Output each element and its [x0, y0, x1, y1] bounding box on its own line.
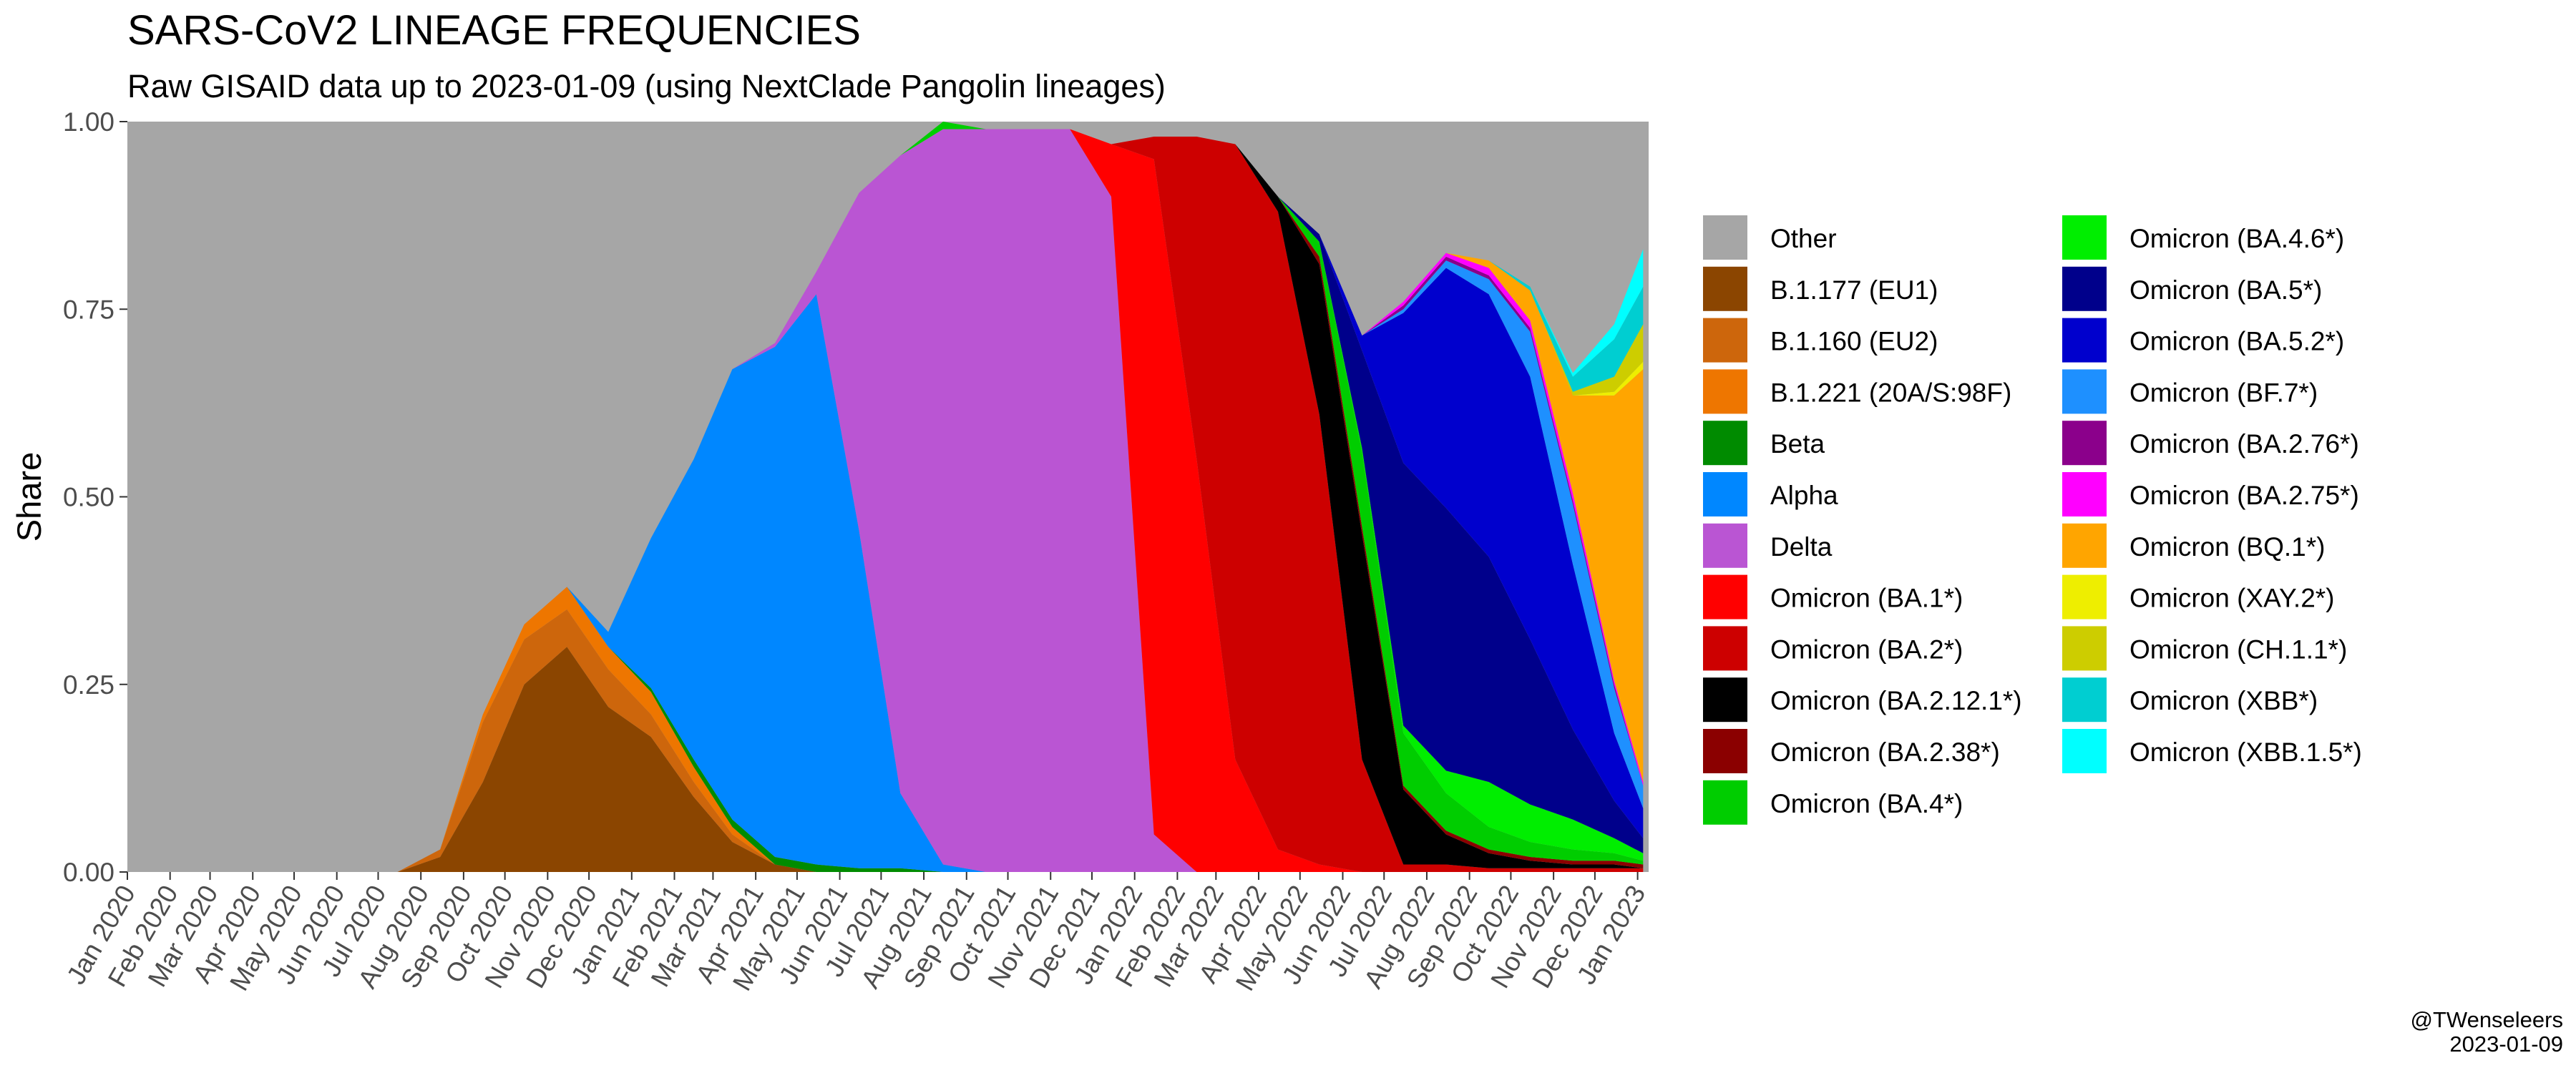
y-tick-label: 1.00: [63, 107, 114, 137]
legend-item-omicron-ba-1: Omicron (BA.1*): [1703, 574, 1963, 619]
caption-author: @TWenseleers: [2410, 1007, 2563, 1032]
legend-label: Omicron (BA.2.38*): [1770, 738, 2000, 767]
legend-label: Omicron (BA.2*): [1770, 635, 1963, 664]
legend-item-delta: Delta: [1703, 523, 1833, 568]
y-axis-title: Share: [10, 452, 48, 542]
legend-label: Omicron (BA.4*): [1770, 789, 1963, 818]
legend-item-omicron-ch-1-1: Omicron (CH.1.1*): [2062, 626, 2347, 671]
legend-swatch: [2062, 421, 2107, 466]
legend-item-b-1-221-20a-s-98f: B.1.221 (20A/S:98F): [1703, 369, 2011, 414]
legend: Other B.1.177 (EU1) B.1.160 (EU2) B.1.221 (…: [1703, 215, 2362, 825]
area-b-1-177-eu1: [146, 647, 1644, 872]
legend-item-omicron-bq-1: Omicron (BQ.1*): [2062, 523, 2325, 568]
legend-item-other: Other: [1703, 215, 1837, 260]
legend-item-omicron-ba-2: Omicron (BA.2*): [1703, 626, 1963, 671]
legend-item-omicron-bf-7: Omicron (BF.7*): [2062, 369, 2318, 414]
legend-item-omicron-ba-4: Omicron (BA.4*): [1703, 780, 1963, 825]
legend-label: Omicron (BA.5*): [2129, 275, 2322, 305]
legend-swatch: [1703, 626, 1747, 671]
legend-item-omicron-xay-2: Omicron (XAY.2*): [2062, 574, 2335, 619]
legend-swatch: [1703, 266, 1747, 311]
legend-label: Omicron (XAY.2*): [2129, 584, 2335, 613]
legend-label: Omicron (BA.2.12.1*): [1770, 686, 2022, 715]
y-tick-label: 0.50: [63, 483, 114, 512]
legend-label: B.1.177 (EU1): [1770, 275, 1938, 305]
legend-item-omicron-ba-2-76: Omicron (BA.2.76*): [2062, 421, 2359, 466]
legend-swatch: [1703, 318, 1747, 363]
legend-item-omicron-ba-2-12-1: Omicron (BA.2.12.1*): [1703, 677, 2022, 722]
legend-item-omicron-ba-2-38: Omicron (BA.2.38*): [1703, 729, 2000, 773]
legend-label: Beta: [1770, 429, 1825, 459]
legend-swatch: [2062, 472, 2107, 516]
legend-swatch: [1703, 780, 1747, 825]
legend-swatch: [1703, 215, 1747, 260]
legend-item-beta: Beta: [1703, 421, 1825, 466]
area-omicron-ba-4-6: [146, 122, 1644, 872]
legend-label: Alpha: [1770, 481, 1838, 510]
legend-item-alpha: Alpha: [1703, 472, 1838, 516]
legend-swatch: [1703, 523, 1747, 568]
legend-label: Omicron (BA.4.6*): [2129, 224, 2344, 253]
legend-label: B.1.160 (EU2): [1770, 327, 1938, 356]
legend-item-omicron-ba-4-6: Omicron (BA.4.6*): [2062, 215, 2344, 260]
legend-swatch: [1703, 369, 1747, 414]
area-b-1-160-eu2: [146, 609, 1644, 872]
legend-item-omicron-ba-5: Omicron (BA.5*): [2062, 266, 2322, 311]
legend-item-b-1-177-eu1: B.1.177 (EU1): [1703, 266, 1938, 311]
legend-item-omicron-xbb: Omicron (XBB*): [2062, 677, 2318, 722]
legend-swatch: [1703, 472, 1747, 516]
legend-label: B.1.221 (20A/S:98F): [1770, 378, 2011, 407]
legend-item-b-1-160-eu2: B.1.160 (EU2): [1703, 318, 1938, 363]
legend-swatch: [1703, 729, 1747, 773]
legend-swatch: [2062, 677, 2107, 722]
legend-swatch: [2062, 523, 2107, 568]
legend-label: Omicron (BF.7*): [2129, 378, 2318, 407]
legend-swatch: [1703, 677, 1747, 722]
legend-swatch: [2062, 729, 2107, 773]
legend-label: Omicron (BA.5.2*): [2129, 327, 2344, 356]
legend-swatch: [2062, 369, 2107, 414]
y-tick-label: 0.00: [63, 858, 114, 887]
legend-label: Omicron (XBB.1.5*): [2129, 738, 2362, 767]
legend-item-omicron-ba-5-2: Omicron (BA.5.2*): [2062, 318, 2344, 363]
legend-label: Omicron (BA.1*): [1770, 584, 1963, 613]
legend-swatch: [2062, 574, 2107, 619]
legend-label: Omicron (BA.2.75*): [2129, 481, 2359, 510]
legend-swatch: [1703, 574, 1747, 619]
legend-label: Delta: [1770, 532, 1833, 562]
legend-item-omicron-ba-2-75: Omicron (BA.2.75*): [2062, 472, 2359, 516]
chart-title: SARS-CoV2 LINEAGE FREQUENCIES: [127, 7, 861, 54]
legend-label: Omicron (CH.1.1*): [2129, 635, 2347, 664]
legend-swatch: [2062, 266, 2107, 311]
caption-date: 2023-01-09: [2449, 1032, 2563, 1057]
legend-swatch: [2062, 215, 2107, 260]
area-omicron-ba-2: [146, 129, 1644, 873]
legend-swatch: [1703, 421, 1747, 466]
legend-label: Omicron (XBB*): [2129, 686, 2318, 715]
legend-swatch: [2062, 318, 2107, 363]
legend-label: Other: [1770, 224, 1837, 253]
chart-subtitle: Raw GISAID data up to 2023-01-09 (using …: [127, 68, 1166, 104]
legend-swatch: [2062, 626, 2107, 671]
plot-area: [127, 122, 1649, 873]
y-tick-label: 0.25: [63, 670, 114, 700]
area-delta: [146, 129, 1644, 873]
legend-label: Omicron (BQ.1*): [2129, 532, 2325, 562]
legend-item-omicron-xbb-1-5: Omicron (XBB.1.5*): [2062, 729, 2362, 773]
y-tick-label: 0.75: [63, 295, 114, 324]
area-omicron-ba-2-12-1: [146, 129, 1644, 873]
legend-label: Omicron (BA.2.76*): [2129, 429, 2359, 459]
